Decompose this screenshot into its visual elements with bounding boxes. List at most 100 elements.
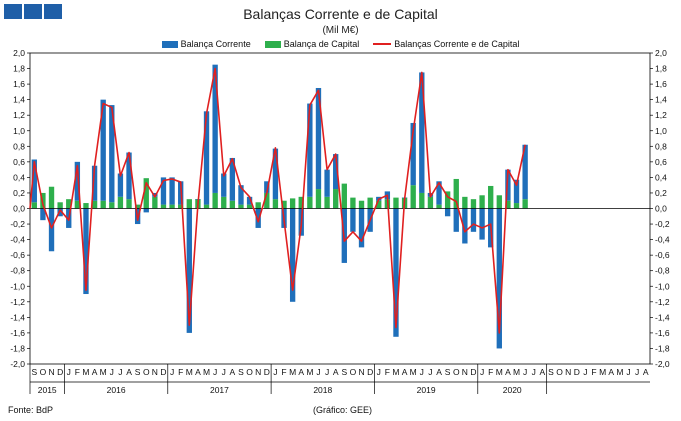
legend-item-capital: Balança de Capital bbox=[264, 39, 359, 49]
bar-capital bbox=[307, 196, 313, 209]
legend-swatch-current bbox=[161, 40, 178, 48]
x-year-label: 2019 bbox=[417, 385, 436, 395]
bar-current bbox=[74, 161, 81, 201]
x-tick-label-month: A bbox=[436, 367, 442, 377]
x-tick-label-month: M bbox=[513, 367, 520, 377]
y-tick-label-right: 2,0 bbox=[655, 48, 667, 58]
x-tick-label-month: D bbox=[264, 367, 270, 377]
bar-capital bbox=[31, 202, 37, 209]
x-tick-label-month: J bbox=[377, 367, 381, 377]
bar-current bbox=[246, 196, 253, 205]
x-tick-label-month: J bbox=[67, 367, 71, 377]
bar-current bbox=[505, 169, 511, 201]
bar-capital bbox=[186, 199, 192, 209]
bar-capital bbox=[298, 196, 304, 209]
bar-current bbox=[117, 173, 124, 197]
bar-capital bbox=[203, 204, 210, 209]
x-tick-label-month: F bbox=[178, 367, 183, 377]
bar-current bbox=[48, 208, 55, 252]
bar-current bbox=[160, 177, 167, 205]
bar-current bbox=[212, 64, 218, 193]
y-tick-label-right: -0,6 bbox=[655, 250, 670, 260]
x-tick-label-month: N bbox=[255, 367, 261, 377]
bar-current bbox=[410, 122, 416, 186]
bar-capital bbox=[289, 198, 296, 209]
x-tick-label-month: O bbox=[556, 367, 563, 377]
x-tick-label-month: F bbox=[385, 367, 390, 377]
bar-capital bbox=[436, 204, 442, 209]
x-tick-label-month: S bbox=[548, 367, 554, 377]
x-tick-label-month: A bbox=[333, 367, 339, 377]
y-tick-label-left: -0,8 bbox=[10, 266, 25, 276]
bar-capital bbox=[453, 178, 459, 209]
x-tick-label-month: M bbox=[203, 367, 210, 377]
x-tick-label-month: O bbox=[246, 367, 253, 377]
x-tick-label-month: J bbox=[273, 367, 277, 377]
bar-capital bbox=[246, 204, 253, 209]
bar-current bbox=[169, 177, 175, 205]
x-tick-label-month: A bbox=[505, 367, 511, 377]
bar-capital bbox=[376, 200, 382, 209]
x-tick-label-month: J bbox=[110, 367, 114, 377]
chart-title: Balanças Corrente e de Capital bbox=[243, 6, 438, 22]
bar-current bbox=[221, 173, 227, 197]
bar-current bbox=[289, 208, 296, 302]
bar-current bbox=[513, 179, 520, 204]
y-tick-label-right: 0,4 bbox=[655, 172, 667, 182]
y-tick-label-right: 0,0 bbox=[655, 204, 667, 214]
y-tick-label-right: 1,6 bbox=[655, 79, 667, 89]
bar-capital bbox=[91, 200, 98, 209]
y-tick-label-left: 1,8 bbox=[13, 64, 25, 74]
bar-current bbox=[186, 208, 192, 333]
bar-capital bbox=[341, 183, 347, 209]
series-line-total bbox=[29, 67, 526, 334]
y-tick-label-left: 1,2 bbox=[13, 110, 25, 120]
bar-capital bbox=[66, 199, 72, 209]
bar-current bbox=[203, 111, 210, 205]
x-tick-label-month: F bbox=[281, 367, 286, 377]
bar-capital bbox=[57, 202, 63, 209]
x-tick-label-month: A bbox=[230, 367, 236, 377]
y-tick-label-left: 1,6 bbox=[13, 79, 25, 89]
x-tick-label-month: N bbox=[565, 367, 571, 377]
x-year-label: 2018 bbox=[313, 385, 332, 395]
x-tick-label-month: D bbox=[160, 367, 166, 377]
x-tick-label-month: J bbox=[635, 367, 639, 377]
bar-current bbox=[453, 208, 459, 232]
x-tick-label-month: J bbox=[118, 367, 122, 377]
x-tick-label-month: J bbox=[213, 367, 217, 377]
bar-current bbox=[470, 208, 477, 232]
x-tick-label-month: A bbox=[540, 367, 546, 377]
bar-current bbox=[315, 87, 322, 190]
bar-capital bbox=[152, 196, 158, 209]
bar-capital bbox=[126, 199, 132, 209]
bar-capital bbox=[358, 200, 365, 209]
y-tick-label-right: -1,6 bbox=[655, 328, 670, 338]
y-tick-label-right: -0,8 bbox=[655, 266, 670, 276]
bar-capital bbox=[178, 204, 184, 209]
x-tick-label-month: F bbox=[591, 367, 596, 377]
bar-capital bbox=[488, 185, 494, 209]
x-year-label: 2017 bbox=[210, 385, 229, 395]
bar-capital bbox=[522, 199, 528, 209]
bar-current bbox=[393, 208, 399, 337]
y-tick-label-right: -0,2 bbox=[655, 219, 670, 229]
y-tick-label-left: -0,6 bbox=[10, 250, 25, 260]
bar-current bbox=[91, 165, 98, 201]
bar-capital bbox=[117, 196, 124, 209]
x-tick-label-month: N bbox=[48, 367, 54, 377]
bar-capital bbox=[221, 196, 227, 209]
x-tick-label-month: M bbox=[410, 367, 417, 377]
footer-credit: (Gráfico: GEE) bbox=[313, 405, 373, 415]
bar-capital bbox=[74, 200, 81, 209]
y-tick-label-right: -0,4 bbox=[655, 235, 670, 245]
bar-current bbox=[264, 181, 270, 193]
y-tick-label-left: 0,4 bbox=[13, 172, 25, 182]
x-tick-label-month: O bbox=[350, 367, 357, 377]
bar-current bbox=[333, 154, 339, 190]
x-tick-label-month: M bbox=[306, 367, 313, 377]
x-tick-label-month: M bbox=[392, 367, 399, 377]
y-tick-label-right: -1,0 bbox=[655, 281, 670, 291]
y-tick-label-left: 0,8 bbox=[13, 141, 25, 151]
